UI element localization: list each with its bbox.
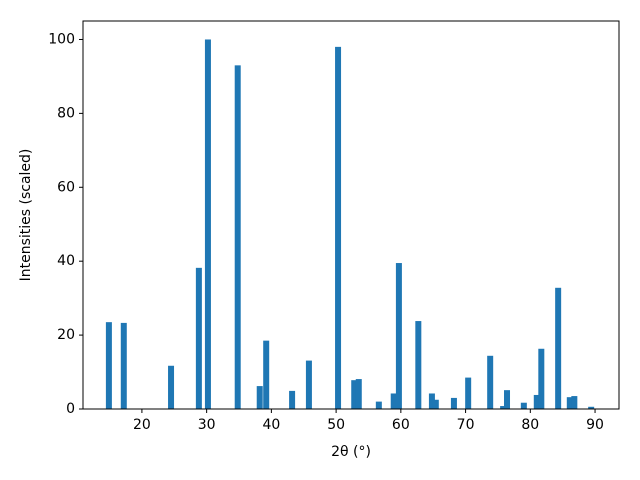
y-tick-label: 80 <box>57 105 75 121</box>
bar <box>335 46 342 409</box>
bar <box>375 401 382 409</box>
y-tick-label: 0 <box>66 401 75 417</box>
bar <box>305 360 312 409</box>
x-tick-label: 80 <box>521 417 539 433</box>
x-tick-label: 60 <box>392 417 410 433</box>
bar <box>520 402 527 409</box>
x-tick-label: 40 <box>262 417 280 433</box>
y-tick-label: 60 <box>57 179 75 195</box>
bar <box>289 390 296 409</box>
bar <box>538 348 545 409</box>
bar <box>432 399 439 409</box>
x-tick-label: 30 <box>198 417 216 433</box>
bar <box>263 340 270 409</box>
bar <box>428 393 435 409</box>
bar <box>415 321 422 409</box>
bar <box>465 377 472 409</box>
bar <box>571 396 578 409</box>
bar <box>355 379 362 409</box>
bar <box>395 263 402 409</box>
x-tick-label: 50 <box>327 417 345 433</box>
bar <box>256 386 263 409</box>
bar <box>487 355 494 409</box>
bar <box>195 267 202 409</box>
bar <box>533 394 540 409</box>
bar <box>588 406 595 409</box>
plot-frame <box>82 20 620 410</box>
bar <box>555 287 562 409</box>
bar <box>351 380 358 409</box>
bar <box>234 65 241 409</box>
bar <box>168 365 175 409</box>
bar <box>390 393 397 409</box>
x-tick-label: 20 <box>133 417 151 433</box>
x-tick-label: 90 <box>586 417 604 433</box>
x-axis-label: 2θ (°) <box>331 444 371 460</box>
bar <box>105 322 112 409</box>
y-tick-label: 40 <box>57 253 75 269</box>
y-axis-label: Intensities (scaled) <box>18 149 34 282</box>
y-tick-label: 20 <box>57 327 75 343</box>
x-tick-label: 70 <box>457 417 475 433</box>
bar <box>500 406 507 409</box>
bar <box>504 390 511 409</box>
y-tick-label: 100 <box>48 31 75 47</box>
bar <box>450 397 457 409</box>
bar <box>120 322 127 409</box>
bar <box>204 39 211 409</box>
bar <box>566 397 573 409</box>
